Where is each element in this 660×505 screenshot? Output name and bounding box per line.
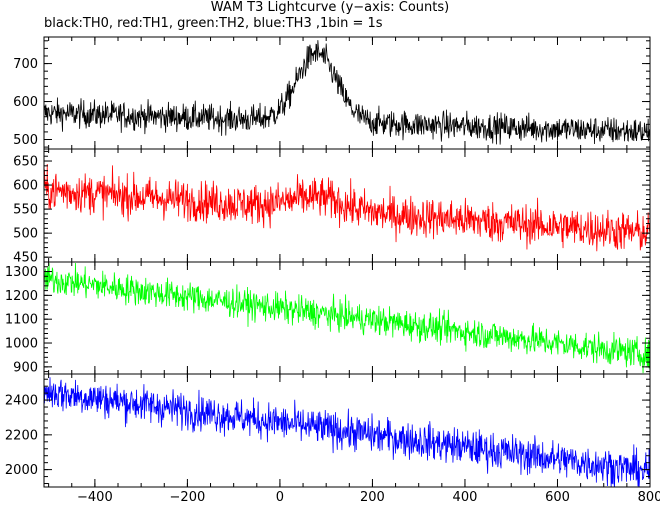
y-tick-label: 2000 (5, 463, 38, 478)
series-line-th2 (44, 263, 650, 374)
y-tick-label: 550 (13, 203, 38, 218)
y-tick-label: 450 (13, 251, 38, 266)
x-tick-label: 200 (360, 490, 385, 505)
y-tick-label: 1100 (5, 313, 38, 328)
series-line-th1 (44, 164, 650, 252)
x-tick-label: 600 (545, 490, 570, 505)
y-tick-label: 2200 (5, 428, 38, 443)
series-line-th3 (44, 377, 650, 487)
x-tick-label: −400 (77, 490, 113, 505)
x-tick-label: 800 (638, 490, 660, 505)
y-tick-label: 2400 (5, 394, 38, 409)
y-tick-label: 1300 (5, 265, 38, 280)
y-tick-label: 600 (13, 179, 38, 194)
x-tick-label: 0 (276, 490, 284, 505)
y-tick-label: 500 (13, 133, 38, 148)
x-tick-label: 400 (453, 490, 478, 505)
chart-title: WAM T3 Lightcurve (y−axis: Counts) (210, 0, 450, 15)
panel-frame-th3 (43, 373, 651, 488)
y-tick-label: 700 (13, 57, 38, 72)
chart-subtitle: black:TH0, red:TH1, green:TH2, blue:TH3 … (44, 16, 383, 31)
y-tick-label: 1000 (5, 337, 38, 352)
series-line-th0 (44, 40, 650, 145)
x-tick-label: −200 (170, 490, 206, 505)
y-tick-label: 650 (13, 155, 38, 170)
y-tick-label: 500 (13, 227, 38, 242)
y-tick-label: 900 (13, 360, 38, 375)
y-tick-label: 1200 (5, 289, 38, 304)
y-tick-label: 600 (13, 95, 38, 110)
